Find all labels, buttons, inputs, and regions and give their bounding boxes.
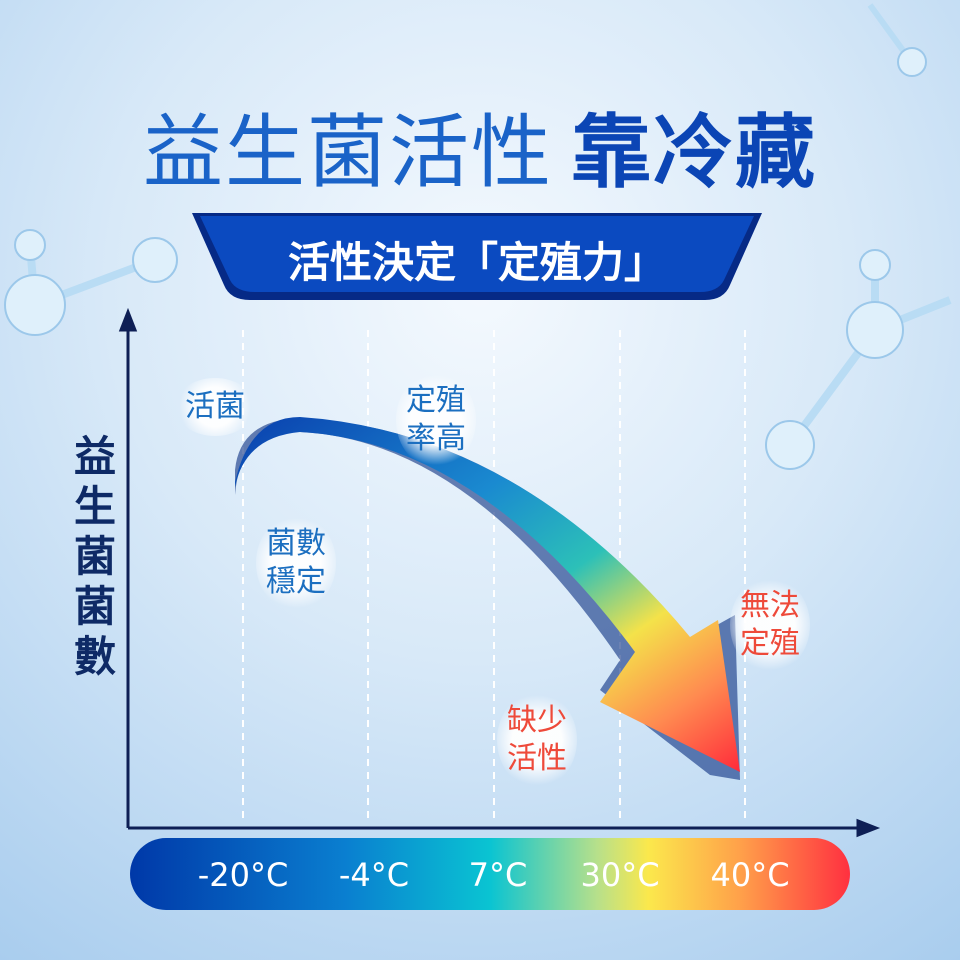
banner-text: 活性決定「定殖力」	[287, 238, 666, 287]
title-bold: 靠冷藏	[571, 106, 817, 199]
temp-label: 7°C	[468, 856, 528, 894]
label-text: 活菌	[185, 389, 245, 424]
label-line: 定殖	[740, 626, 800, 661]
molecule-left	[4, 229, 178, 336]
subtitle-banner: 活性決定「定殖力」	[192, 213, 762, 301]
temp-label: -4°C	[338, 856, 410, 894]
temperature-scale-bar: -20°C -4°C 7°C 30°C 40°C	[130, 838, 850, 910]
label-no-colonization: 無法 定殖	[730, 577, 810, 673]
trend-arrow	[235, 417, 740, 780]
temp-label: 30°C	[580, 856, 660, 894]
axes	[118, 307, 881, 838]
title-light: 益生菌活性	[143, 106, 553, 199]
label-live: 活菌	[175, 378, 255, 436]
label-high-colonization: 定殖 率高	[396, 372, 476, 468]
molecule-right	[765, 3, 952, 470]
y-axis-label: 益生菌菌數	[73, 432, 116, 681]
label-line: 菌數	[266, 526, 326, 561]
label-line: 活性	[507, 741, 567, 776]
page-title: 益生菌活性 靠冷藏	[0, 88, 960, 204]
label-line: 無法	[740, 588, 800, 623]
label-line: 缺少	[507, 703, 567, 738]
label-line: 率高	[406, 421, 466, 456]
banner-shape	[192, 213, 762, 300]
label-line: 定殖	[406, 383, 466, 418]
temp-label: 40°C	[710, 856, 790, 894]
label-stable: 菌數 穩定	[256, 515, 336, 611]
label-low-activity: 缺少 活性	[497, 692, 577, 788]
temp-label: -20°C	[197, 856, 289, 894]
label-line: 穩定	[266, 564, 326, 599]
